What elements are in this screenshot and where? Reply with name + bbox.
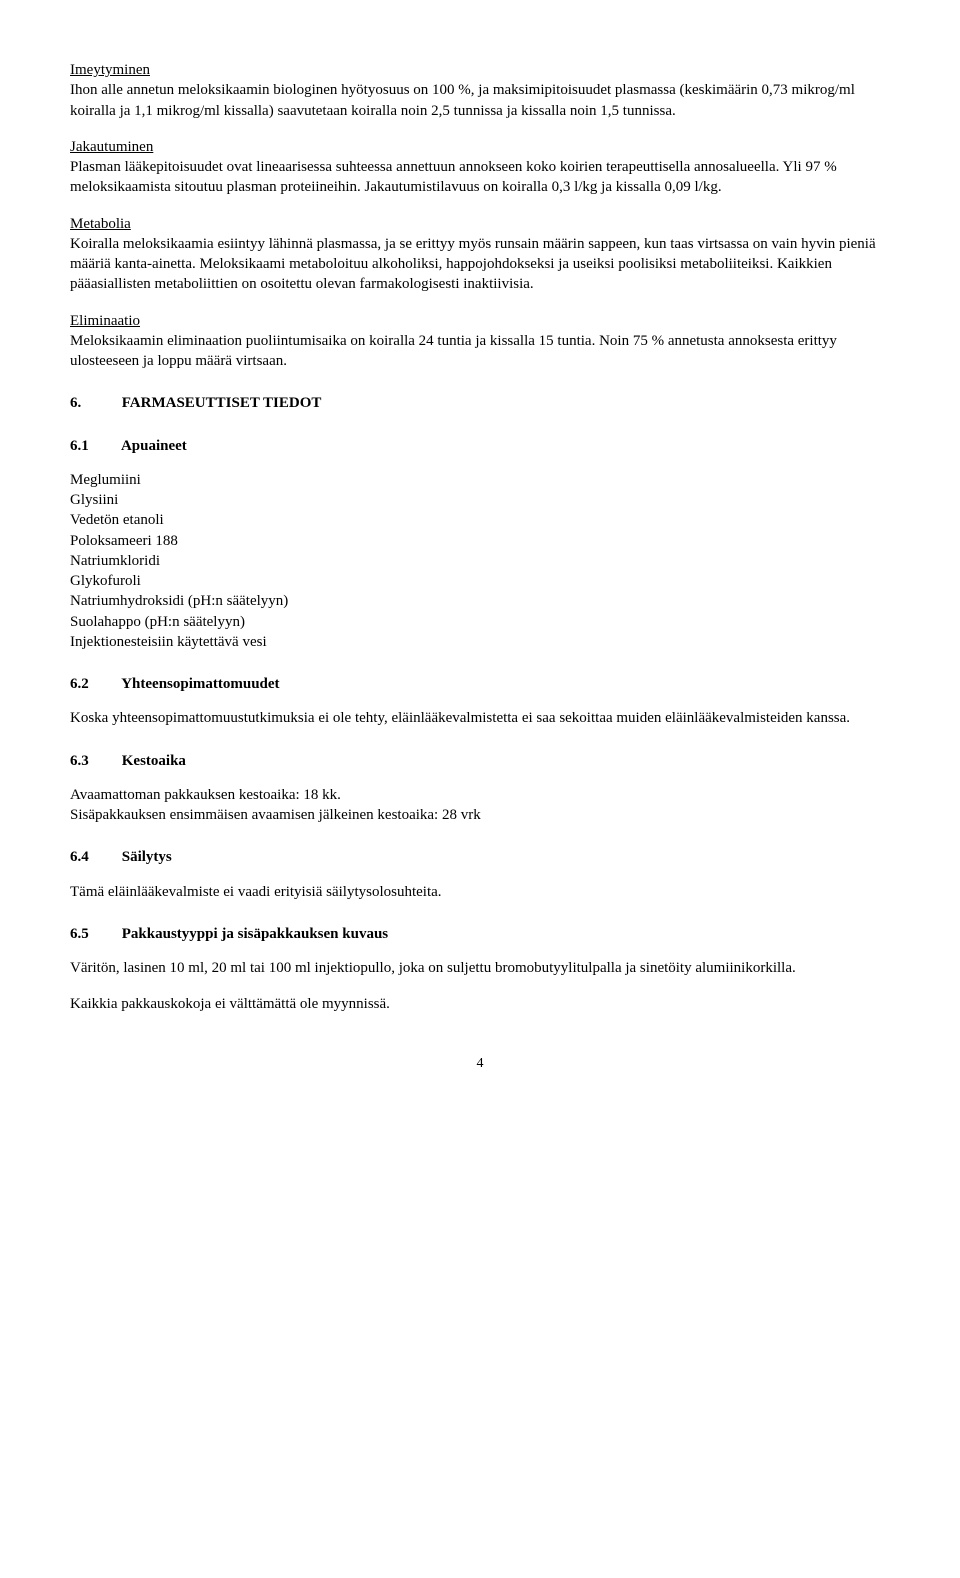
section-6-2-heading: 6.2 Yhteensopimattomuudet	[70, 674, 890, 694]
section-metabolism: Metabolia Koiralla meloksikaamia esiinty…	[70, 214, 890, 295]
list-item: Suolahappo (pH:n säätelyyn)	[70, 614, 245, 630]
list-item: Vedetön etanoli	[70, 512, 164, 528]
list-item: Glykofuroli	[70, 573, 141, 589]
section-absorption: Imeytyminen Ihon alle annetun meloksikaa…	[70, 60, 890, 121]
section-6-5-heading: 6.5 Pakkaustyyppi ja sisäpakkauksen kuva…	[70, 924, 890, 944]
section-6-3-heading: 6.3 Kestoaika	[70, 751, 890, 771]
section-6-1-number: 6.1	[70, 436, 118, 456]
section-6-heading: 6. FARMASEUTTISET TIEDOT	[70, 393, 890, 413]
apuaineet-list: Meglumiini Glysiini Vedetön etanoli Polo…	[70, 470, 890, 652]
text-metabolism: Koiralla meloksikaamia esiintyy lähinnä …	[70, 236, 876, 293]
section-6-4-number: 6.4	[70, 847, 118, 867]
text-absorption: Ihon alle annetun meloksikaamin biologin…	[70, 82, 855, 118]
list-item: Natriumhydroksidi (pH:n säätelyyn)	[70, 593, 288, 609]
section-6-5-number: 6.5	[70, 924, 118, 944]
text-elimination: Meloksikaamin eliminaation puoliintumisa…	[70, 333, 837, 369]
heading-distribution: Jakautuminen	[70, 139, 153, 155]
list-item: Natriumkloridi	[70, 553, 160, 569]
text-6-4: Tämä eläinlääkevalmiste ei vaadi erityis…	[70, 882, 890, 902]
section-6-1-title: Apuaineet	[121, 438, 187, 454]
section-6-1-heading: 6.1 Apuaineet	[70, 436, 890, 456]
text-6-5a: Väritön, lasinen 10 ml, 20 ml tai 100 ml…	[70, 958, 890, 978]
section-6-number: 6.	[70, 393, 118, 413]
text-6-3b: Sisäpakkauksen ensimmäisen avaamisen jäl…	[70, 807, 481, 823]
text-6-5b: Kaikkia pakkauskokoja ei välttämättä ole…	[70, 994, 890, 1014]
text-distribution: Plasman lääkepitoisuudet ovat lineaarise…	[70, 159, 837, 195]
page-number: 4	[70, 1055, 890, 1074]
section-elimination: Eliminaatio Meloksikaamin eliminaation p…	[70, 311, 890, 372]
heading-metabolism: Metabolia	[70, 216, 131, 232]
list-item: Meglumiini	[70, 472, 141, 488]
list-item: Glysiini	[70, 492, 118, 508]
heading-absorption: Imeytyminen	[70, 62, 150, 78]
section-6-4-title: Säilytys	[122, 849, 172, 865]
text-6-2: Koska yhteensopimattomuustutkimuksia ei …	[70, 708, 890, 728]
section-6-2-number: 6.2	[70, 674, 118, 694]
section-distribution: Jakautuminen Plasman lääkepitoisuudet ov…	[70, 137, 890, 198]
section-6-3-title: Kestoaika	[122, 753, 186, 769]
section-6-4-heading: 6.4 Säilytys	[70, 847, 890, 867]
list-item: Injektionesteisiin käytettävä vesi	[70, 634, 267, 650]
list-item: Poloksameeri 188	[70, 533, 178, 549]
section-6-title: FARMASEUTTISET TIEDOT	[122, 395, 322, 411]
text-6-3: Avaamattoman pakkauksen kestoaika: 18 kk…	[70, 785, 890, 826]
section-6-2-title: Yhteensopimattomuudet	[121, 676, 279, 692]
text-6-3a: Avaamattoman pakkauksen kestoaika: 18 kk…	[70, 787, 341, 803]
section-6-5-title: Pakkaustyyppi ja sisäpakkauksen kuvaus	[122, 926, 388, 942]
section-6-3-number: 6.3	[70, 751, 118, 771]
heading-elimination: Eliminaatio	[70, 313, 140, 329]
